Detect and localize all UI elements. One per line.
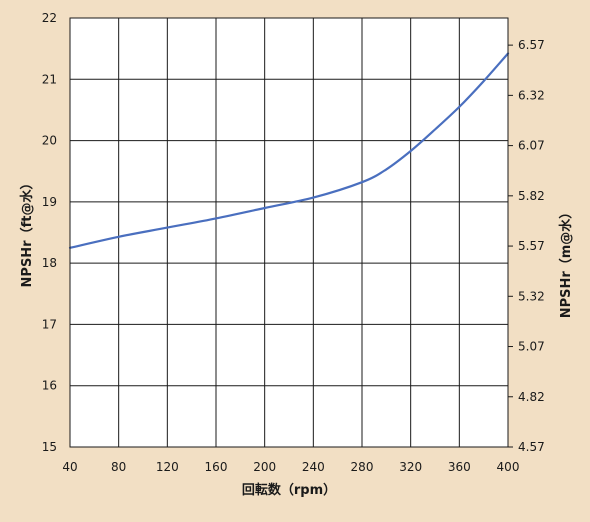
y-right-tick-labels: 4.57 4.82 5.07 5.32 5.57 5.82 6.07 6.32 6.57	[508, 38, 545, 454]
y-right-tick-label: 6.07	[518, 139, 545, 153]
y-right-tick-label: 6.57	[518, 38, 545, 52]
y-left-axis-title: NPSHr（ft@水）	[19, 177, 35, 288]
x-tick-label: 400	[497, 460, 520, 474]
y-right-tick-label: 5.57	[518, 239, 545, 253]
y-left-tick-label: 16	[42, 379, 57, 393]
y-left-tick-label: 22	[42, 11, 57, 25]
x-tick-label: 360	[448, 460, 471, 474]
x-tick-label: 120	[156, 460, 179, 474]
y-right-tick-label: 4.82	[518, 390, 545, 404]
y-right-tick-label: 4.57	[518, 440, 545, 454]
y-left-tick-labels: 15 16 17 18 19 20 21 22	[42, 11, 57, 454]
x-axis-title: 回転数（rpm）	[242, 482, 336, 498]
x-tick-label: 200	[253, 460, 276, 474]
y-right-tick-label: 5.32	[518, 289, 545, 303]
y-left-tick-label: 15	[42, 440, 57, 454]
x-tick-label: 240	[302, 460, 325, 474]
series-line	[68, 52, 510, 249]
x-tick-label: 40	[62, 460, 77, 474]
y-left-tick-label: 19	[42, 195, 57, 209]
series-layer	[68, 52, 510, 249]
y-left-tick-label: 20	[42, 134, 57, 148]
y-left-tick-label: 17	[42, 317, 57, 331]
y-right-tick-label: 5.82	[518, 189, 545, 203]
x-tick-label: 320	[399, 460, 422, 474]
plot-frame	[69, 17, 509, 448]
y-right-tick-label: 5.07	[518, 340, 545, 354]
y-left-tick-label: 21	[42, 72, 57, 86]
y-right-tick-label: 6.32	[518, 88, 545, 102]
y-left-tick-label: 18	[42, 256, 57, 270]
x-tick-label: 160	[205, 460, 228, 474]
x-tick-label: 280	[351, 460, 374, 474]
x-tick-label: 80	[111, 460, 126, 474]
y-right-axis-title: NPSHr（m@水）	[558, 206, 574, 319]
x-tick-labels: 40 80 120 160 200 240 280 320 360 400	[62, 460, 519, 474]
